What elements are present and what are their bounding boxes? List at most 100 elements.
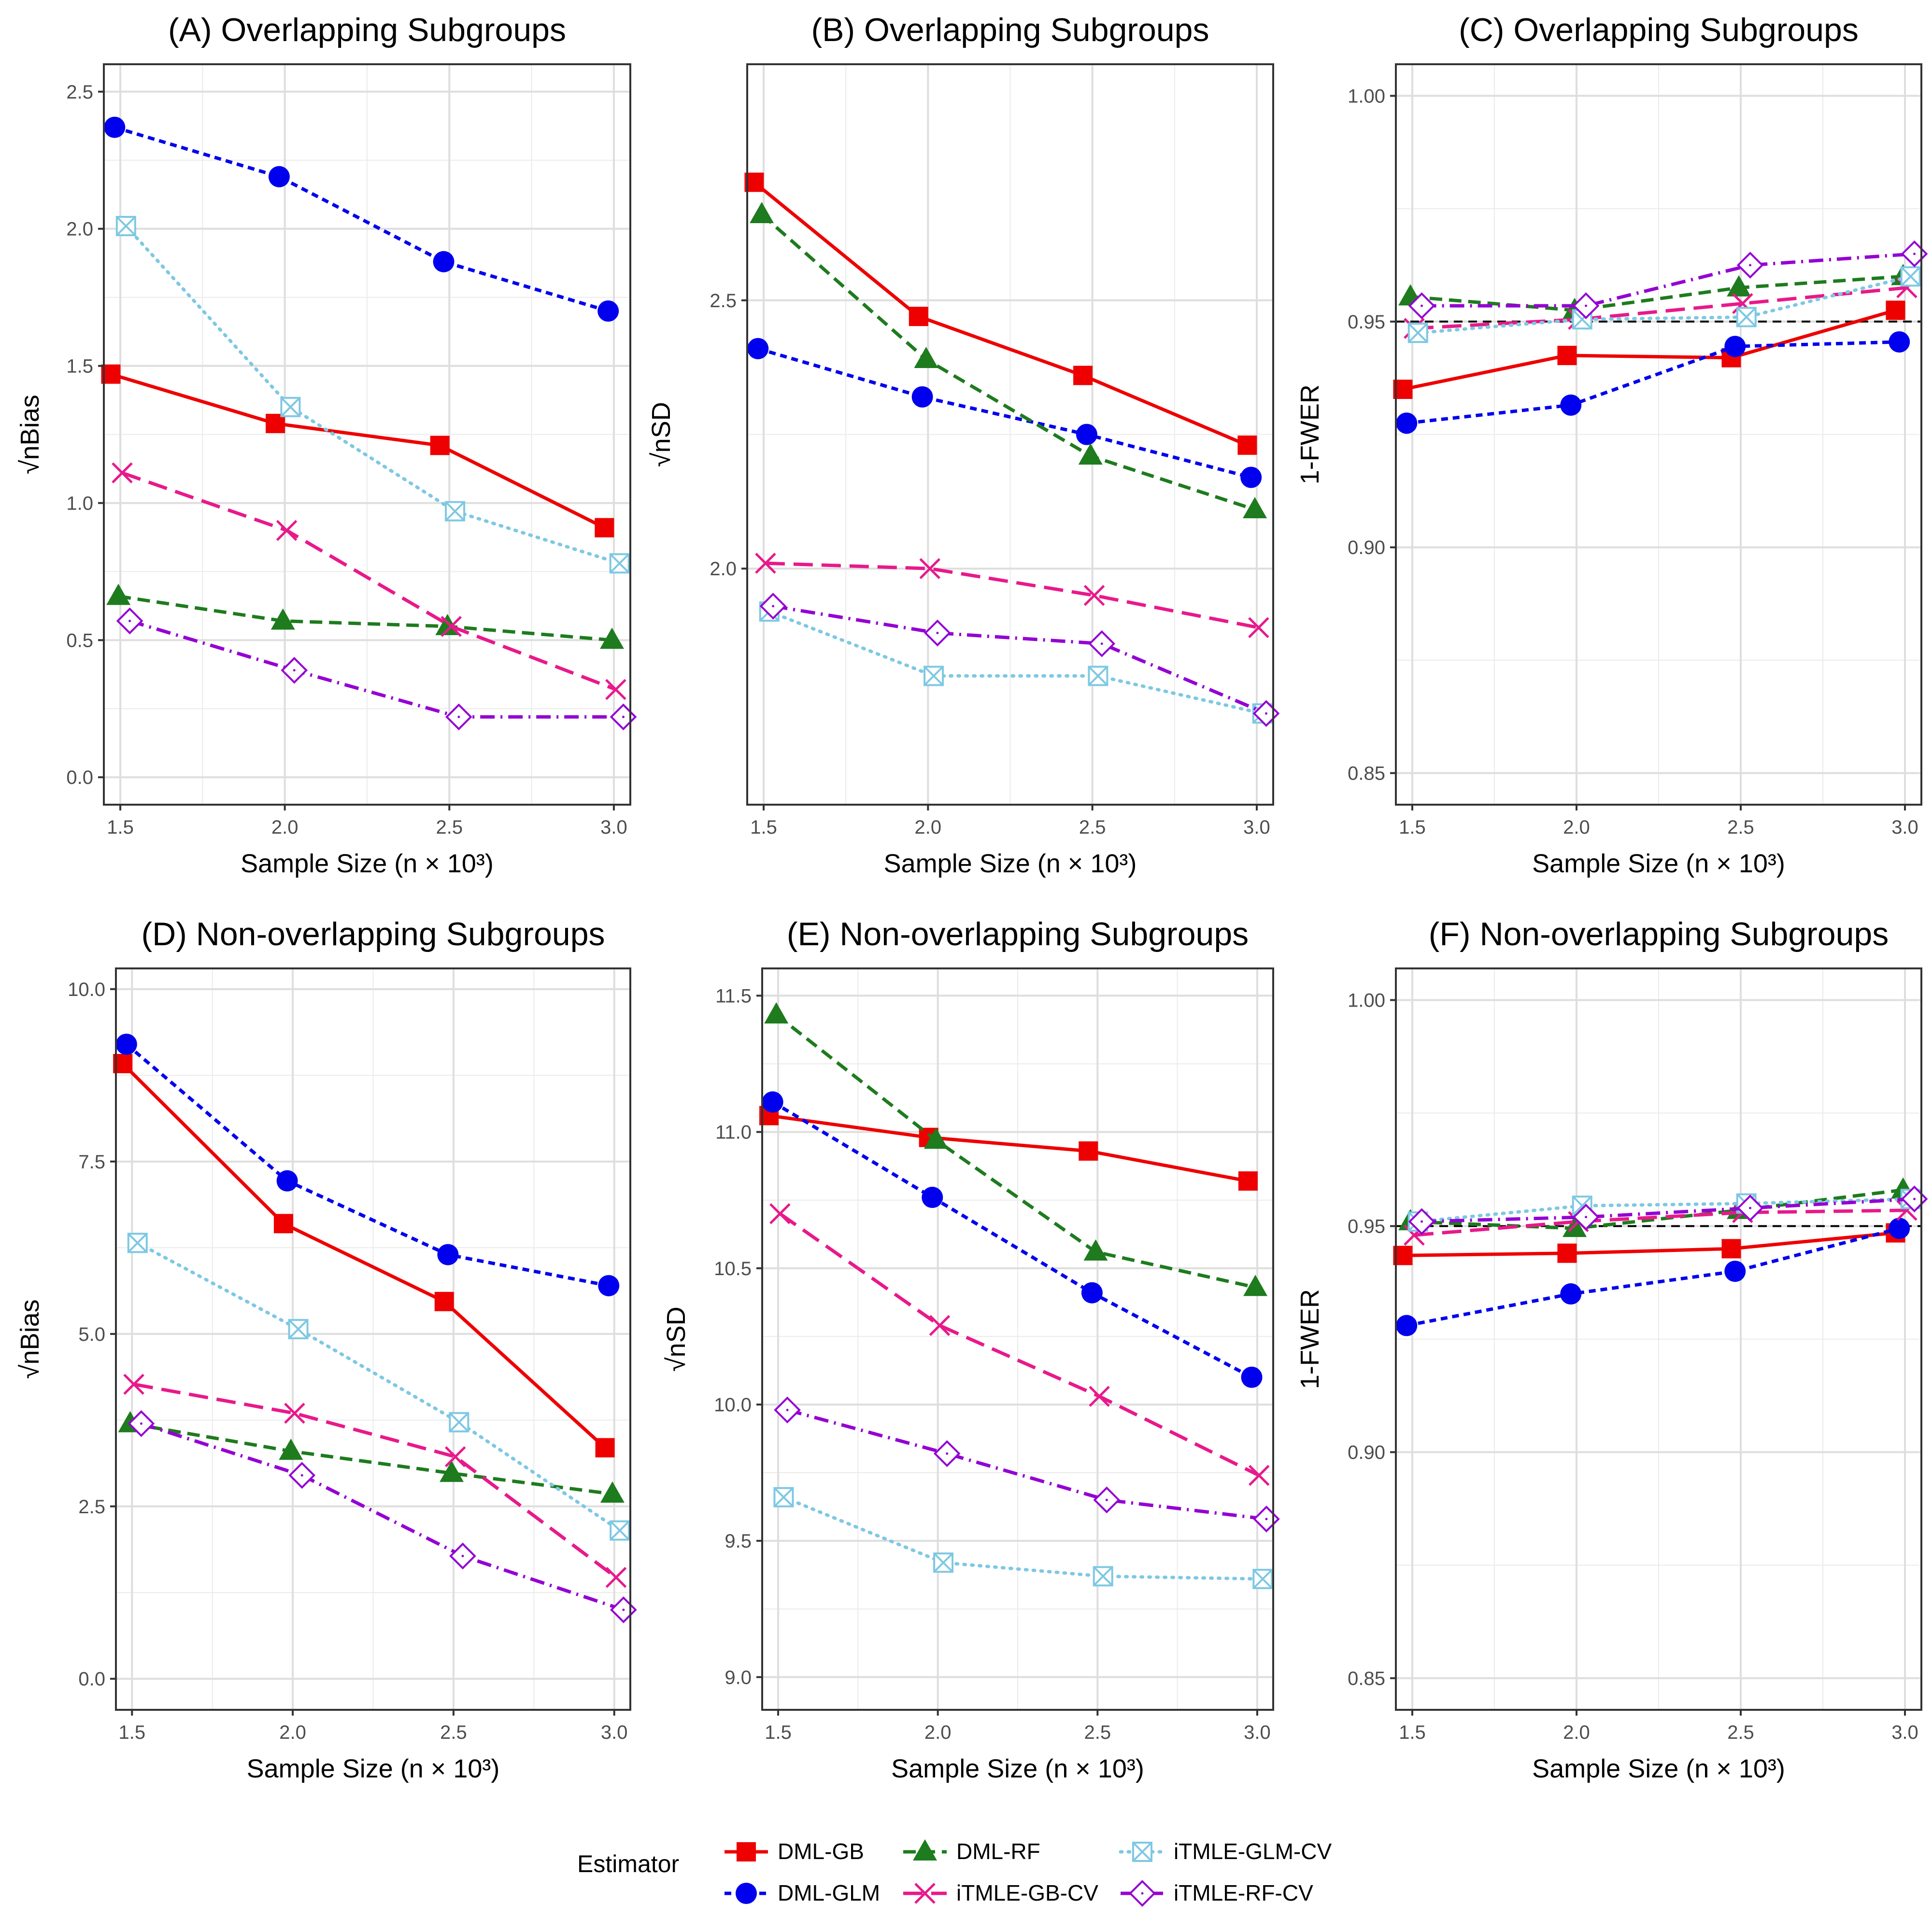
legend: Estimator DML-GB DML-GLM DML-RF iTMLE-GB-CV… — [577, 1839, 1332, 1907]
legend-key-marker — [913, 1839, 937, 1861]
panel-c: 0.85 0.90 0.95 1.00 1.5 2.0 2.5 3.0 (C) Overlapp… — [1295, 12, 1928, 878]
panel-b-point-dml-rf-1 — [750, 202, 774, 224]
panel-b-line-itmle-rf-cv — [773, 604, 1267, 715]
panel-a-line-itmle-glm-cv — [124, 224, 622, 565]
panel-b-x-axis-label: Sample Size (n × 10³) — [884, 849, 1137, 878]
panel-f-y-axis-label: 1-FWER — [1295, 1289, 1324, 1389]
panel-c-point-itmle-glm-cv-4 — [1900, 266, 1921, 287]
panel-c-grid — [1396, 64, 1921, 805]
panel-e: 9.0 9.5 10.0 10.5 11.0 11.5 1.5 2.0 2.5 3.0 (E) No… — [662, 916, 1280, 1783]
panel-d-y-tick-label: 10.0 — [68, 979, 105, 1000]
panel-d-point-itmle-gb-cv-3 — [444, 1446, 466, 1467]
panel-e-line-dml-glm — [771, 1100, 1253, 1379]
panel-e-y-tick-label: 11.0 — [715, 1122, 752, 1143]
panel-b-point-dml-glm-1 — [747, 338, 769, 359]
panel-e-y-tick-label: 9.5 — [724, 1531, 752, 1552]
panel-c-y-tick-label: 0.90 — [1348, 537, 1385, 558]
panel-d-x-tick-label: 3.0 — [601, 1722, 628, 1743]
panel-b-series — [744, 172, 1280, 727]
panel-b-point-itmle-rf-cv-3 — [1088, 630, 1116, 657]
panel-b-point-dml-gb-3 — [1073, 366, 1093, 385]
panel-c-y-axis-label: 1-FWER — [1295, 384, 1324, 484]
panel-d-point-dml-rf-2 — [279, 1438, 303, 1460]
legend-entry-itmle-gb-cv: iTMLE-GB-CV — [903, 1880, 1098, 1905]
panel-a-x-tick-label: 2.0 — [271, 817, 298, 838]
panel-d-title: (D) Non-overlapping Subgroups — [141, 916, 605, 952]
panel-f-point-dml-gb-2 — [1557, 1243, 1577, 1263]
panel-c-x-axis-label: Sample Size (n × 10³) — [1532, 849, 1785, 878]
panel-f-x-axis-label: Sample Size (n × 10³) — [1532, 1754, 1785, 1783]
panel-b-point-dml-rf-4 — [1243, 497, 1267, 519]
panel-c-y-tick-label: 0.85 — [1348, 763, 1385, 784]
panel-b-point-itmle-rf-cv-1 — [759, 593, 787, 620]
panel-d-line-dml-gb — [121, 1062, 606, 1449]
panel-b-point-itmle-gb-cv-2 — [919, 558, 941, 579]
panel-b-border — [746, 63, 1274, 806]
panel-e-line-dml-gb — [768, 1114, 1249, 1183]
legend-label: DML-GB — [778, 1839, 864, 1864]
panel-f-x-tick-label: 3.0 — [1891, 1722, 1918, 1743]
legend-entry-itmle-rf-cv: iTMLE-RF-CV — [1121, 1880, 1313, 1907]
panel-a-point-dml-glm-4 — [597, 300, 619, 322]
panel-a-y-axis-label: √nBias — [15, 395, 44, 474]
panel-a-line-dml-glm — [114, 126, 609, 313]
panel-e-point-itmle-gb-cv-3 — [1089, 1386, 1110, 1407]
panel-a-point-itmle-gb-cv-4 — [605, 679, 626, 700]
panel-a-point-itmle-glm-cv-2 — [280, 397, 301, 417]
panel-f-x-tick-label: 1.5 — [1399, 1722, 1426, 1743]
panel-d-x-axis-label: Sample Size (n × 10³) — [247, 1754, 500, 1783]
panel-a-point-dml-gb-4 — [595, 518, 614, 538]
panel-b-line-dml-rf — [760, 213, 1256, 511]
panel-b-y-axis-label: √nSD — [647, 402, 676, 467]
panel-d-series — [113, 1034, 637, 1623]
panel-c-point-dml-gb-4 — [1886, 300, 1905, 320]
panel-d-point-dml-rf-4 — [600, 1481, 625, 1503]
panel-e-point-dml-glm-3 — [1081, 1282, 1103, 1304]
panel-b-point-dml-glm-2 — [911, 386, 933, 408]
panel-c-x-tick-label: 1.5 — [1399, 817, 1426, 838]
panel-c-point-dml-gb-2 — [1557, 345, 1577, 365]
panel-a-line-itmle-gb-cv — [121, 471, 617, 691]
panel-a-point-itmle-gb-cv-3 — [440, 616, 462, 637]
panel-d-point-dml-gb-3 — [434, 1292, 454, 1311]
panel-e-y-tick-label: 9.0 — [724, 1667, 752, 1688]
panel-e-point-dml-rf-1 — [764, 1002, 789, 1023]
panel-b: 2.0 2.5 1.5 2.0 2.5 3.0 (B) Overlapping Subgro… — [647, 12, 1280, 878]
panel-d-line-itmle-rf-cv — [141, 1422, 625, 1612]
legend-key-marker — [1132, 1842, 1152, 1862]
panel-c-y-tick-label: 0.95 — [1348, 312, 1385, 333]
panel-b-point-itmle-glm-cv-3 — [1088, 666, 1108, 686]
panel-a-line-itmle-rf-cv — [129, 619, 624, 719]
legend-key-marker — [1129, 1880, 1156, 1907]
panel-d-point-itmle-glm-cv-3 — [449, 1412, 469, 1433]
panel-f-line-dml-gb — [1403, 1231, 1896, 1257]
panel-a-point-itmle-rf-cv-1 — [116, 607, 143, 635]
panel-e-y-axis-label: √nSD — [662, 1307, 691, 1372]
panel-e-point-itmle-glm-cv-1 — [773, 1487, 794, 1507]
panel-d-x-tick-label: 1.5 — [118, 1722, 145, 1743]
panel-f-x-tick-label: 2.0 — [1563, 1722, 1590, 1743]
panel-a-y-tick-label: 0.5 — [66, 630, 93, 651]
panel-e-series — [759, 1002, 1280, 1590]
panel-a-line-dml-gb — [110, 372, 605, 529]
panel-c-y-tick-label: 1.00 — [1348, 85, 1385, 107]
panel-d-grid — [116, 968, 630, 1710]
panel-b-line-dml-gb — [753, 181, 1248, 447]
panel-b-x-tick-label: 3.0 — [1243, 817, 1270, 838]
panel-e-point-itmle-rf-cv-2 — [933, 1440, 961, 1467]
panel-d-y-tick-label: 2.5 — [78, 1496, 105, 1518]
panel-f-point-itmle-rf-cv-2 — [1572, 1203, 1600, 1231]
panel-d-line-itmle-gb-cv — [133, 1382, 617, 1579]
panel-a-y-tick-label: 2.5 — [66, 82, 93, 103]
panel-f-line-itmle-glm-cv — [1416, 1197, 1913, 1223]
panel-a-x-tick-label: 3.0 — [600, 817, 627, 838]
panel-c-title: (C) Overlapping Subgroups — [1459, 12, 1859, 48]
panel-c-line-dml-glm — [1406, 340, 1900, 425]
panel-e-point-itmle-rf-cv-3 — [1093, 1486, 1121, 1514]
panel-e-point-dml-rf-3 — [1083, 1239, 1108, 1261]
panel-e-point-dml-gb-3 — [1079, 1141, 1098, 1161]
panel-d-point-dml-glm-4 — [598, 1275, 620, 1296]
panel-c-x-tick-label: 3.0 — [1891, 817, 1918, 838]
panel-f-point-itmle-rf-cv-3 — [1736, 1194, 1764, 1222]
panel-f-point-dml-glm-4 — [1889, 1218, 1910, 1239]
